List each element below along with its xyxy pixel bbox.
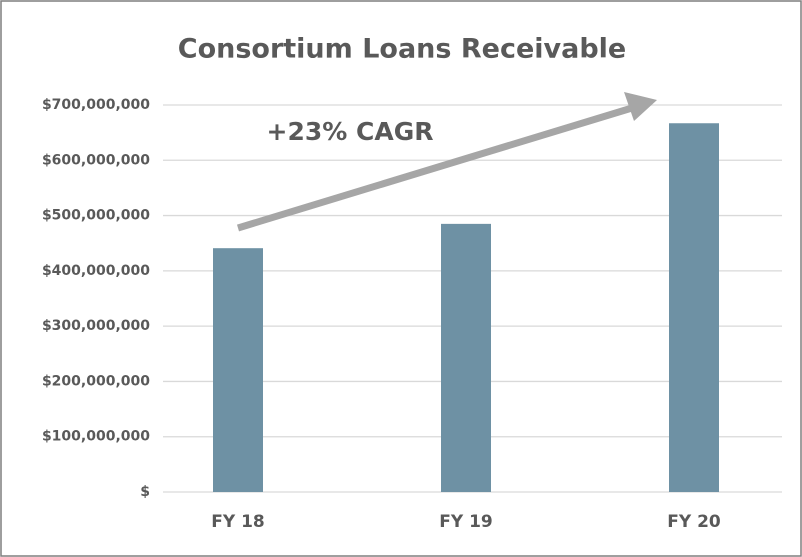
- y-tick-label: $: [140, 484, 150, 500]
- y-tick-label: $600,000,000: [42, 152, 150, 168]
- x-tick-label: FY 19: [439, 512, 493, 532]
- y-tick-label: $700,000,000: [42, 97, 150, 113]
- y-tick-label: $200,000,000: [42, 373, 150, 389]
- bar: [669, 123, 719, 492]
- plot-area: $ $100,000,000 $200,000,000 $300,000,000 $40…: [42, 97, 782, 532]
- bar: [441, 223, 491, 492]
- y-tick-label: $300,000,000: [42, 318, 150, 334]
- x-tick-label: FY 18: [211, 512, 265, 532]
- trend-arrow: [236, 92, 657, 232]
- x-tick-label: FY 20: [667, 512, 721, 532]
- annotation: +23% CAGR: [267, 117, 434, 146]
- y-tick-label: $400,000,000: [42, 263, 150, 279]
- bar: [213, 248, 263, 492]
- y-tick-label: $100,000,000: [42, 429, 150, 445]
- arrow-head: [624, 92, 657, 121]
- y-tick-label: $500,000,000: [42, 208, 150, 224]
- arrow-shaft: [236, 104, 634, 232]
- chart-title: Consortium Loans Receivable: [178, 34, 627, 65]
